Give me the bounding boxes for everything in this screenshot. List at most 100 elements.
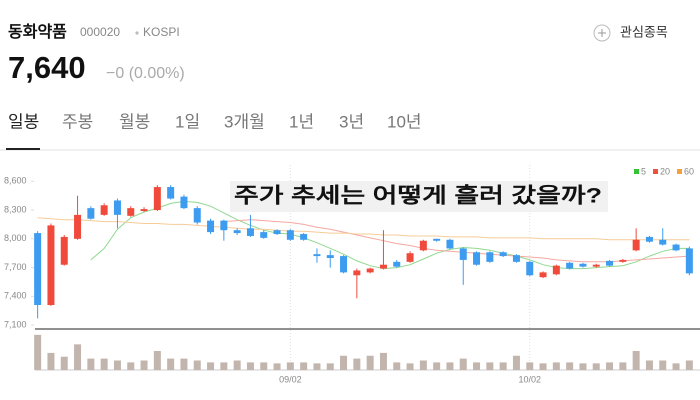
- tab[interactable]: 일봉: [8, 112, 39, 131]
- x-tick-label: 09/02: [279, 374, 302, 384]
- volume-bar: [419, 360, 427, 370]
- tab[interactable]: 3년: [339, 112, 364, 131]
- candle-body: [552, 265, 560, 275]
- tab[interactable]: 월봉: [119, 112, 150, 131]
- y-tick-label: 7,100: [4, 319, 27, 329]
- volume-bar: [74, 344, 82, 370]
- candle-body: [140, 209, 148, 212]
- candle-body: [74, 214, 82, 239]
- candle-body: [300, 234, 308, 240]
- volume-bar: [207, 362, 215, 370]
- annotation: 주가 추세는 어떻게 흘러 갔을까?: [234, 184, 602, 208]
- legend-swatch: [653, 169, 659, 174]
- volume-bar: [552, 362, 560, 370]
- candle-body: [366, 268, 374, 273]
- candle-body: [113, 200, 121, 215]
- price: 7,640: [8, 50, 86, 85]
- volume-bar: [326, 363, 334, 370]
- candle-body: [433, 238, 441, 241]
- volume-bar: [406, 363, 414, 370]
- candle-body: [473, 252, 481, 265]
- volume-bar: [300, 362, 308, 370]
- candle-body: [87, 208, 95, 219]
- separator-dot: [135, 31, 139, 35]
- candle-body: [127, 208, 135, 216]
- chart: 8,600 8,300 8,000 7,700 7,400 7,100 09/02 10/02…: [4, 165, 694, 384]
- candle-body: [167, 187, 175, 199]
- legend-label: 5: [641, 166, 646, 176]
- candle-body: [60, 236, 68, 265]
- tab[interactable]: 3개월: [224, 112, 265, 131]
- volume-bar: [606, 362, 614, 370]
- favorite-button[interactable]: 관심종목: [593, 24, 668, 42]
- volume-bar: [672, 363, 680, 370]
- candle-body: [685, 248, 693, 274]
- candle-body: [379, 264, 387, 269]
- volume-bar: [167, 358, 175, 370]
- stock-name: 동화약품: [8, 22, 67, 41]
- candle-body: [100, 205, 108, 215]
- candle-body: [419, 240, 427, 251]
- candle-body: [47, 225, 55, 305]
- volume-bar: [153, 351, 161, 370]
- candle-body: [579, 263, 587, 267]
- candle-body: [180, 196, 188, 209]
- candle-body: [313, 254, 321, 257]
- volume-bar: [446, 362, 454, 370]
- volume-bar: [393, 362, 401, 370]
- candle-body: [340, 256, 348, 273]
- volume-bar: [113, 360, 121, 370]
- market: KOSPI: [143, 25, 180, 39]
- candle-body: [486, 252, 494, 262]
- ma-line: [223, 219, 690, 263]
- candle-body: [459, 248, 467, 260]
- legend-label: 60: [684, 166, 694, 176]
- volume-bar: [100, 358, 108, 370]
- tab[interactable]: 1년: [289, 112, 314, 131]
- volume-bar: [246, 362, 254, 370]
- volume-bar: [486, 362, 494, 370]
- tab-underline: [6, 148, 40, 150]
- candle-body: [246, 228, 254, 236]
- candle-body: [220, 220, 228, 231]
- volume-bar: [87, 358, 95, 370]
- candle-body: [632, 239, 640, 251]
- volume-bar: [632, 351, 640, 370]
- annotation-box: [230, 181, 608, 212]
- volume-bar: [459, 358, 467, 370]
- candle-body: [539, 272, 547, 278]
- volume-bar: [273, 363, 281, 370]
- y-tick-label: 8,600: [4, 176, 27, 186]
- candle-body: [659, 239, 667, 245]
- volume-bar: [473, 362, 481, 370]
- ma-line: [90, 200, 690, 270]
- tab[interactable]: 1일: [175, 112, 200, 131]
- candle-body: [446, 239, 454, 249]
- volume-bar: [659, 360, 667, 370]
- volume-bar: [366, 355, 374, 370]
- volume-bar: [34, 334, 42, 370]
- volume-bar: [313, 363, 321, 370]
- candle-body: [233, 230, 241, 234]
- volume-bar: [60, 356, 68, 370]
- tab[interactable]: 10년: [387, 112, 422, 131]
- volume-bar: [260, 362, 268, 370]
- plus-icon: [598, 29, 606, 37]
- volume-bar: [566, 362, 574, 370]
- x-tick-label: 10/02: [518, 374, 541, 384]
- stock-code: 000020: [80, 25, 120, 39]
- candle-body: [526, 261, 534, 276]
- legend-swatch: [677, 169, 683, 174]
- legend-label: 20: [660, 166, 670, 176]
- y-tick-label: 8,000: [4, 233, 27, 243]
- ma-line: [37, 217, 690, 241]
- favorite-label: 관심종목: [620, 24, 668, 39]
- volume-bar: [645, 360, 653, 370]
- y-tick-label: 7,700: [4, 262, 27, 272]
- candle-body: [499, 252, 507, 257]
- volume-bar: [233, 360, 241, 370]
- volume-bar: [220, 362, 228, 370]
- candle-body: [645, 236, 653, 242]
- tab[interactable]: 주봉: [62, 112, 93, 131]
